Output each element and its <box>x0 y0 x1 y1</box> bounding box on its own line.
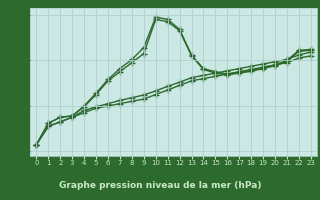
Text: Graphe pression niveau de la mer (hPa): Graphe pression niveau de la mer (hPa) <box>59 182 261 190</box>
